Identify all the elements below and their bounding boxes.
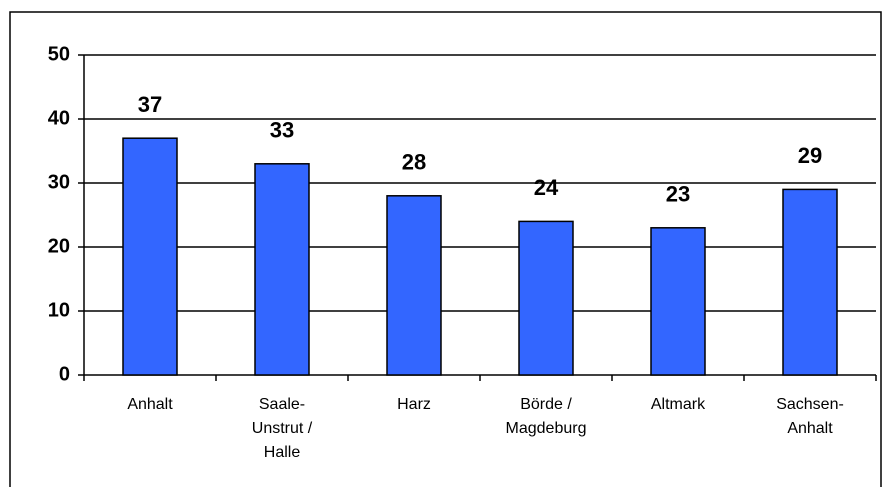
x-tick-label: Harz [397,396,431,413]
bar [518,220,574,376]
y-tick-label: 10 [48,299,70,321]
x-tick-label: Anhalt [127,396,173,413]
x-tick-label: Altmark [651,396,706,413]
y-tick-label: 20 [48,235,70,257]
x-tick-label-line: Börde / [520,396,572,413]
bar [386,195,442,376]
x-tick-label: Sachsen- Anhalt [776,396,844,437]
x-tick-label-line: Halle [264,444,301,461]
x-tick-label-line: Magdeburg [506,420,587,437]
y-tick-label: 50 [48,43,70,65]
value-label: 23 [666,182,690,207]
x-tick-label-line: Saale- [259,396,305,413]
bar [122,137,178,376]
value-label: 33 [270,118,294,143]
x-tick-label-line: Anhalt [127,396,173,413]
y-tick-label: 40 [48,107,70,129]
bar [650,227,706,376]
x-tick-label-line: Unstrut / [252,420,313,437]
x-tick-label-line: Altmark [651,396,706,413]
value-label: 29 [798,143,822,168]
value-label: 28 [402,150,426,175]
bar [254,163,310,376]
x-tick-label: Börde / Magdeburg [506,396,587,437]
x-tick-label-line: Anhalt [787,420,833,437]
chart-frame [9,11,882,487]
x-tick-label-line: Harz [397,396,431,413]
y-tick-label: 30 [48,171,70,193]
x-tick-label: Saale- Unstrut / Halle [252,396,313,461]
y-tick-label: 0 [59,363,70,385]
value-label: 24 [534,175,559,200]
bar [782,188,838,376]
value-label: 37 [138,92,162,117]
x-tick-label-line: Sachsen- [776,396,844,413]
